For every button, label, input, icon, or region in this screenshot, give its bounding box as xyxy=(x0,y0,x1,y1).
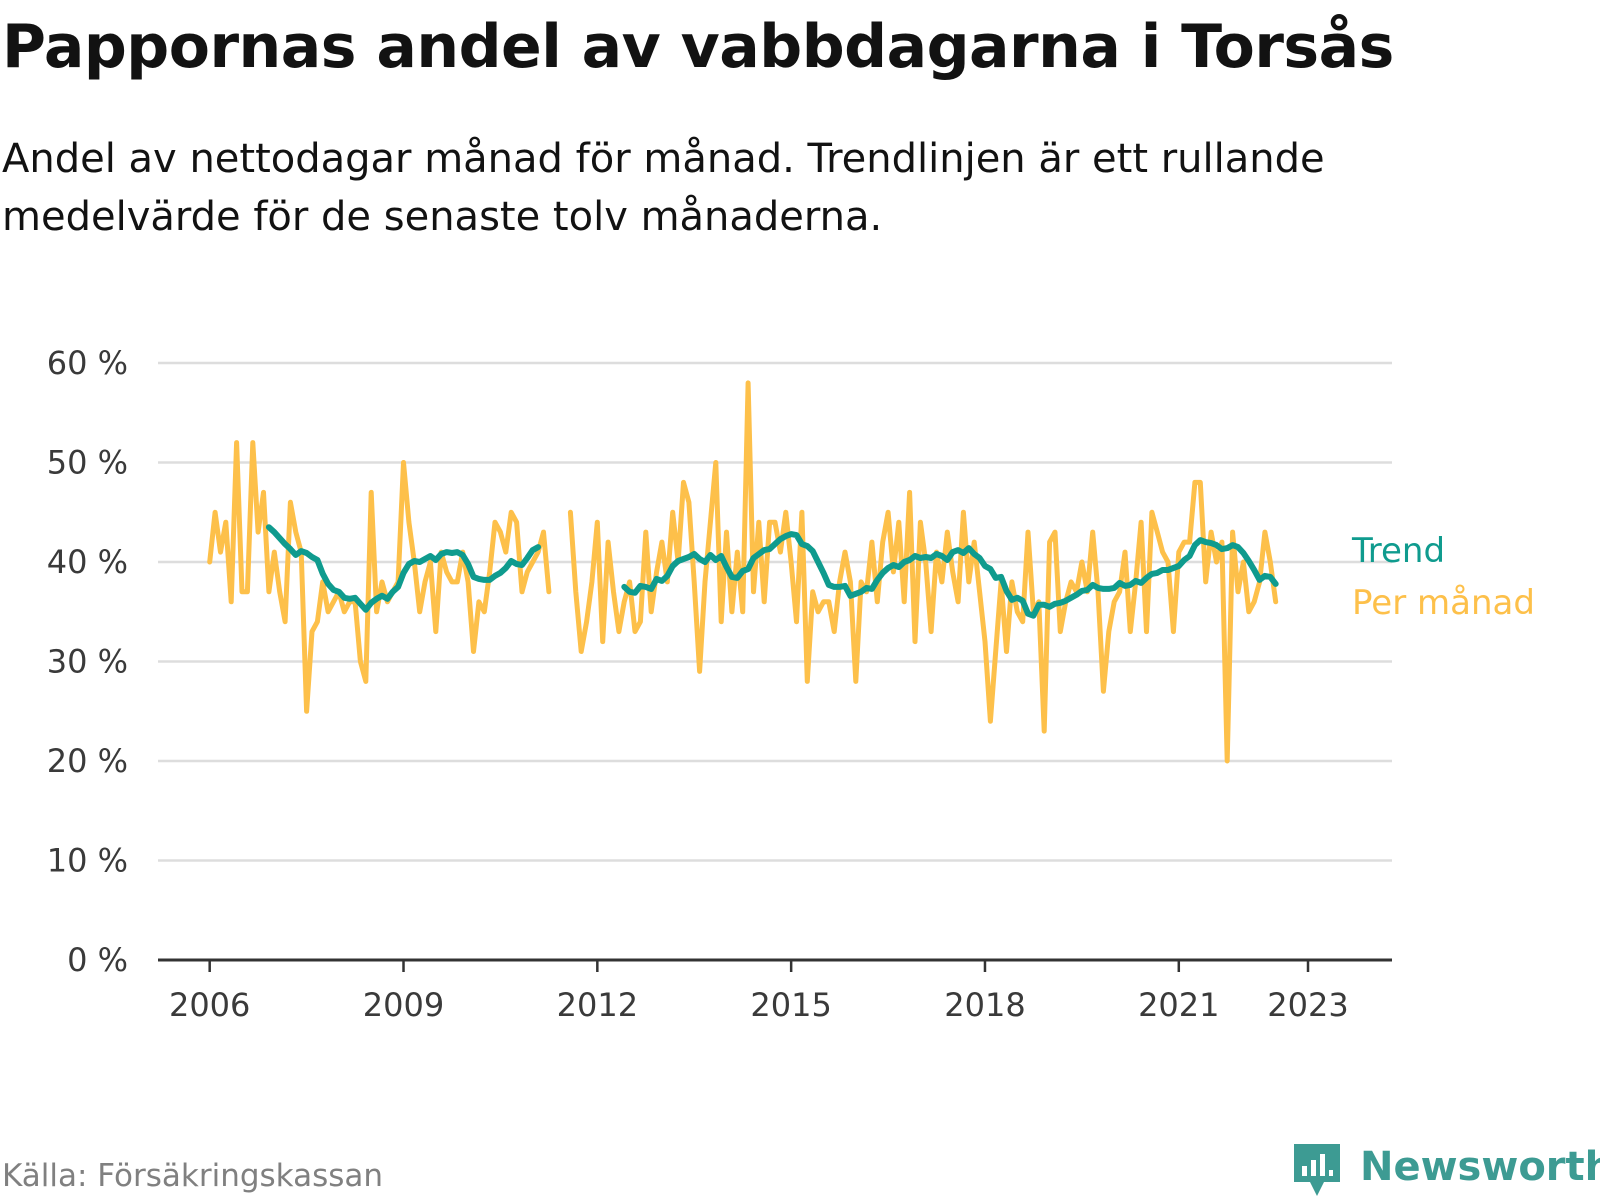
chart-subtitle: Andel av nettodagar månad för månad. Tre… xyxy=(2,136,1325,240)
brand-name: Newsworthy xyxy=(1360,1144,1600,1190)
x-tick-label: 2023 xyxy=(1267,986,1348,1024)
y-tick-label: 0 % xyxy=(67,941,128,979)
legend-label-trend: Trend xyxy=(1351,531,1445,571)
trend-line xyxy=(621,531,1279,619)
trend-line xyxy=(265,524,542,613)
y-tick-label: 40 % xyxy=(47,543,128,581)
x-tick-label: 2009 xyxy=(363,986,444,1024)
newsworthy-icon xyxy=(1294,1144,1340,1196)
x-tick-label: 2006 xyxy=(169,986,250,1024)
monthly-line xyxy=(567,380,1279,764)
y-tick-label: 30 % xyxy=(47,643,128,681)
chart-title: Pappornas andel av vabbdagarna i Torsås xyxy=(2,12,1394,82)
x-tick-label: 2021 xyxy=(1138,986,1219,1024)
x-tick-label: 2018 xyxy=(944,986,1025,1024)
brand-logo: Newsworthy xyxy=(1290,1140,1600,1200)
legend-label-monthly: Per månad xyxy=(1352,583,1535,623)
line-chart: 0 % 10 % 20 % 30 % 40 % 50 % 60 % 2006 2009 2012 2… xyxy=(47,344,1535,1024)
y-tick-label: 10 % xyxy=(47,842,128,880)
y-tick-label: 20 % xyxy=(47,742,128,780)
x-tick-label: 2015 xyxy=(750,986,831,1024)
x-tick-label: 2012 xyxy=(557,986,638,1024)
y-tick-label: 50 % xyxy=(47,444,128,482)
y-tick-label: 60 % xyxy=(47,344,128,382)
source-note: Källa: Försäkringskassan xyxy=(2,1158,384,1194)
